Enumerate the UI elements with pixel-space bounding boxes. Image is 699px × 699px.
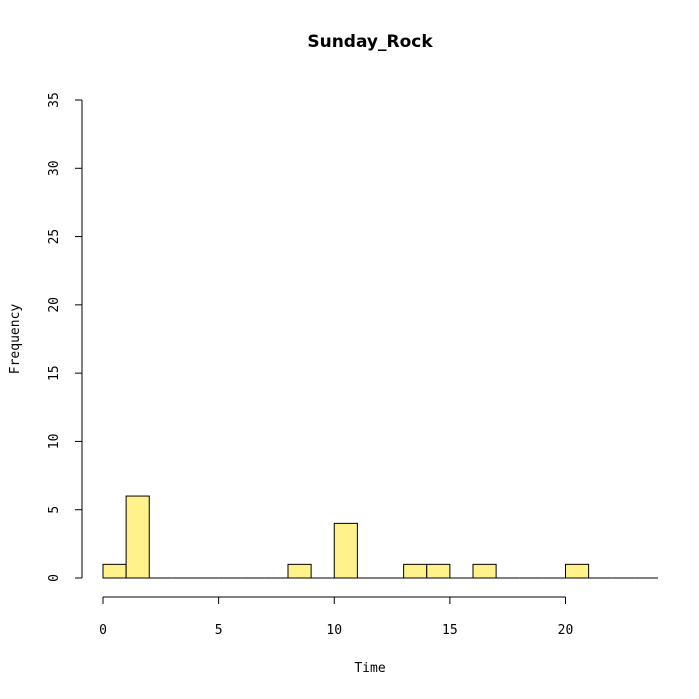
histogram-bar: [333, 522, 358, 579]
y-tick-label: 5: [47, 506, 62, 514]
x-axis: 0 5 10 15 20: [99, 596, 574, 638]
y-tick-label: 30: [47, 160, 62, 176]
y-tick-label: 35: [47, 92, 62, 108]
histogram-bar: [472, 563, 497, 579]
x-tick-label: 10: [326, 623, 342, 638]
y-tick-label: 20: [47, 297, 62, 313]
x-axis-label: Time: [354, 661, 385, 676]
x-tick-label: 0: [99, 623, 107, 638]
y-axis-label: Frequency: [8, 304, 23, 375]
y-tick-label: 15: [47, 365, 62, 381]
histogram-bar: [565, 563, 590, 579]
y-tick-label: 10: [47, 434, 62, 450]
histogram-bar: [403, 563, 428, 579]
chart-title: Sunday_Rock: [307, 32, 433, 52]
y-axis: 0 5 10 15 20 25 30 35: [47, 92, 83, 582]
histogram-bar: [426, 563, 451, 579]
histogram-bar: [125, 495, 150, 579]
x-tick-label: 5: [215, 623, 223, 638]
y-tick-label: 25: [47, 229, 62, 245]
bars-group: [102, 495, 658, 579]
x-tick-label: 15: [442, 623, 458, 638]
y-tick-label: 0: [47, 574, 62, 582]
x-tick-label: 20: [558, 623, 574, 638]
histogram-bar: [287, 563, 312, 579]
histogram-bar: [102, 563, 127, 579]
